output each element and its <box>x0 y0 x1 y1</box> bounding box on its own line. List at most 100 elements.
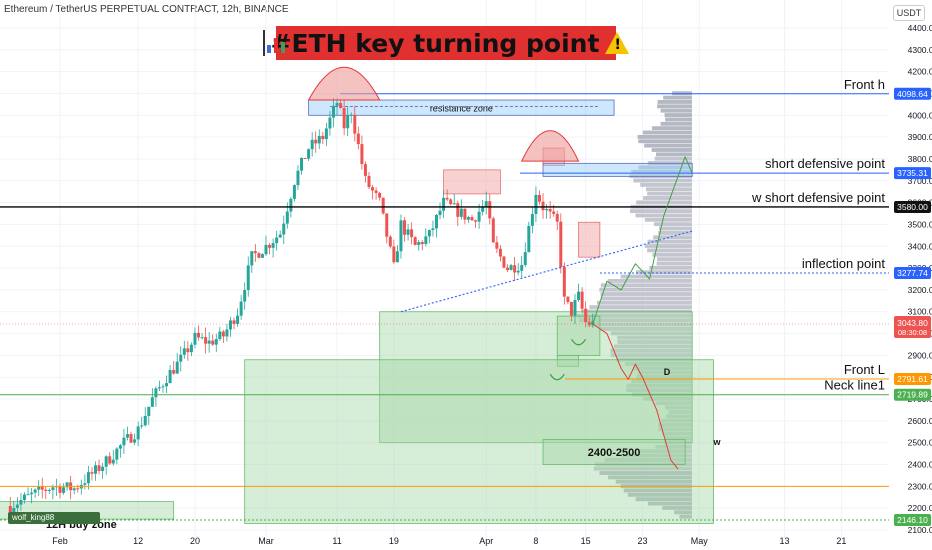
volume-profile-bar <box>647 248 692 253</box>
dome-shape <box>307 66 381 101</box>
candle-body <box>410 229 414 238</box>
candle-body <box>580 291 584 309</box>
zone <box>542 439 686 465</box>
candle-body <box>232 320 236 324</box>
candle-body <box>452 203 456 205</box>
price-tag-label: 3277.74 <box>897 268 928 278</box>
volume-profile-bar <box>617 340 692 344</box>
candle-body <box>520 265 524 271</box>
candle-body <box>197 332 201 338</box>
candle-body <box>58 485 62 493</box>
price-tag-label: 3580.00 <box>897 202 928 212</box>
candle-body <box>189 344 193 353</box>
candle-body <box>335 103 339 106</box>
volume-profile-bar <box>615 479 692 484</box>
price-tick-label: 2200.00 <box>908 503 932 513</box>
price-tick-label: 3200.00 <box>908 285 932 295</box>
time-axis[interactable]: Feb 12 20 Mar 11 19 Apr 8 15 23 May 13 21 <box>52 536 846 546</box>
volume-profile-bar <box>657 104 692 109</box>
banner-title-box: #ETH key turning point ! <box>262 26 630 60</box>
volume-profile-bar <box>653 235 692 240</box>
volume-profile-bar <box>636 200 692 205</box>
volume-profile-bar <box>668 409 692 414</box>
candle-body <box>587 322 591 325</box>
candle-body <box>502 256 506 268</box>
candle-body <box>143 415 147 426</box>
candle-body <box>417 242 421 245</box>
symbol-title[interactable]: Ethereum / TetherUS PERPETUAL CONTRACT, … <box>4 4 289 15</box>
candle-body <box>474 220 478 222</box>
candle-body <box>26 494 30 496</box>
candle-body <box>537 194 541 202</box>
candle-body <box>129 434 133 443</box>
volume-profile-bar <box>659 226 692 231</box>
currency-button[interactable]: USDT <box>893 5 925 21</box>
candle-body <box>381 197 385 214</box>
candle-body <box>271 243 275 248</box>
volume-profile-bar <box>665 436 692 441</box>
time-tick-label: Mar <box>258 536 274 546</box>
candle-body <box>360 144 364 165</box>
candle-body <box>133 439 137 443</box>
candle-body <box>260 254 264 258</box>
candle-body <box>62 487 66 493</box>
candle-body <box>207 340 211 344</box>
candle-body <box>118 445 122 449</box>
volume-profile-bar <box>661 431 692 436</box>
candle-body <box>211 340 215 345</box>
volume-profile-bar <box>643 196 692 200</box>
candle-body <box>339 103 343 108</box>
candle-body <box>548 209 552 212</box>
volume-profile-bar <box>664 113 692 117</box>
volume-profile-bar <box>655 444 692 449</box>
price-tick-label: 4000.00 <box>908 110 932 120</box>
chart-annotation: D <box>664 367 671 377</box>
price-tick-label: 4400.00 <box>908 23 932 33</box>
volume-profile-bar <box>660 108 692 113</box>
candle-body <box>179 354 183 362</box>
volume-profile-bar <box>633 366 692 371</box>
candle-body <box>463 208 467 220</box>
volume-profile-bar <box>636 375 692 379</box>
candle-body <box>506 267 510 270</box>
volume-profile-bar <box>610 348 692 353</box>
candle-body <box>466 217 470 220</box>
candle-body <box>44 489 48 491</box>
price-tick-label: 4200.00 <box>908 67 932 77</box>
candle-body <box>97 465 101 472</box>
volume-profile-bar <box>635 270 692 275</box>
candle-body <box>442 197 446 211</box>
volume-profile-bar <box>587 322 692 327</box>
candle-body <box>307 149 311 159</box>
volume-profile-bar <box>610 353 692 358</box>
candle-body <box>246 265 250 291</box>
volume-profile-bar <box>637 370 692 375</box>
volume-profile-bar <box>600 283 692 288</box>
time-tick-label: 20 <box>190 536 200 546</box>
candle-body <box>438 210 442 215</box>
volume-profile-bar <box>625 361 692 366</box>
volume-profile-bar <box>608 475 692 480</box>
volume-profile-bar <box>623 488 692 493</box>
candle-body <box>385 213 389 237</box>
price-tag <box>894 513 931 526</box>
volume-profile-bar <box>656 261 692 266</box>
warning-icon: ! <box>605 32 630 54</box>
price-tag <box>894 200 931 213</box>
price-axis[interactable]: 4400.004300.004200.004100.004000.003900.… <box>894 23 932 535</box>
candle-body <box>289 198 293 212</box>
candle-body <box>30 492 34 495</box>
price-tick-label: 2600.00 <box>908 416 932 426</box>
volume-profile-bar <box>600 296 692 301</box>
countdown-label: 08:30:08 <box>898 328 927 337</box>
candle-body <box>221 331 225 337</box>
candle-body <box>431 228 435 231</box>
candle-body <box>33 489 37 493</box>
volume-profile-bar <box>656 152 692 157</box>
candle-body <box>19 499 23 505</box>
price-tag-label: 2146.10 <box>897 515 928 525</box>
candle-body <box>86 472 90 484</box>
candle-body <box>516 270 520 273</box>
volume-profile-bar <box>631 169 692 174</box>
